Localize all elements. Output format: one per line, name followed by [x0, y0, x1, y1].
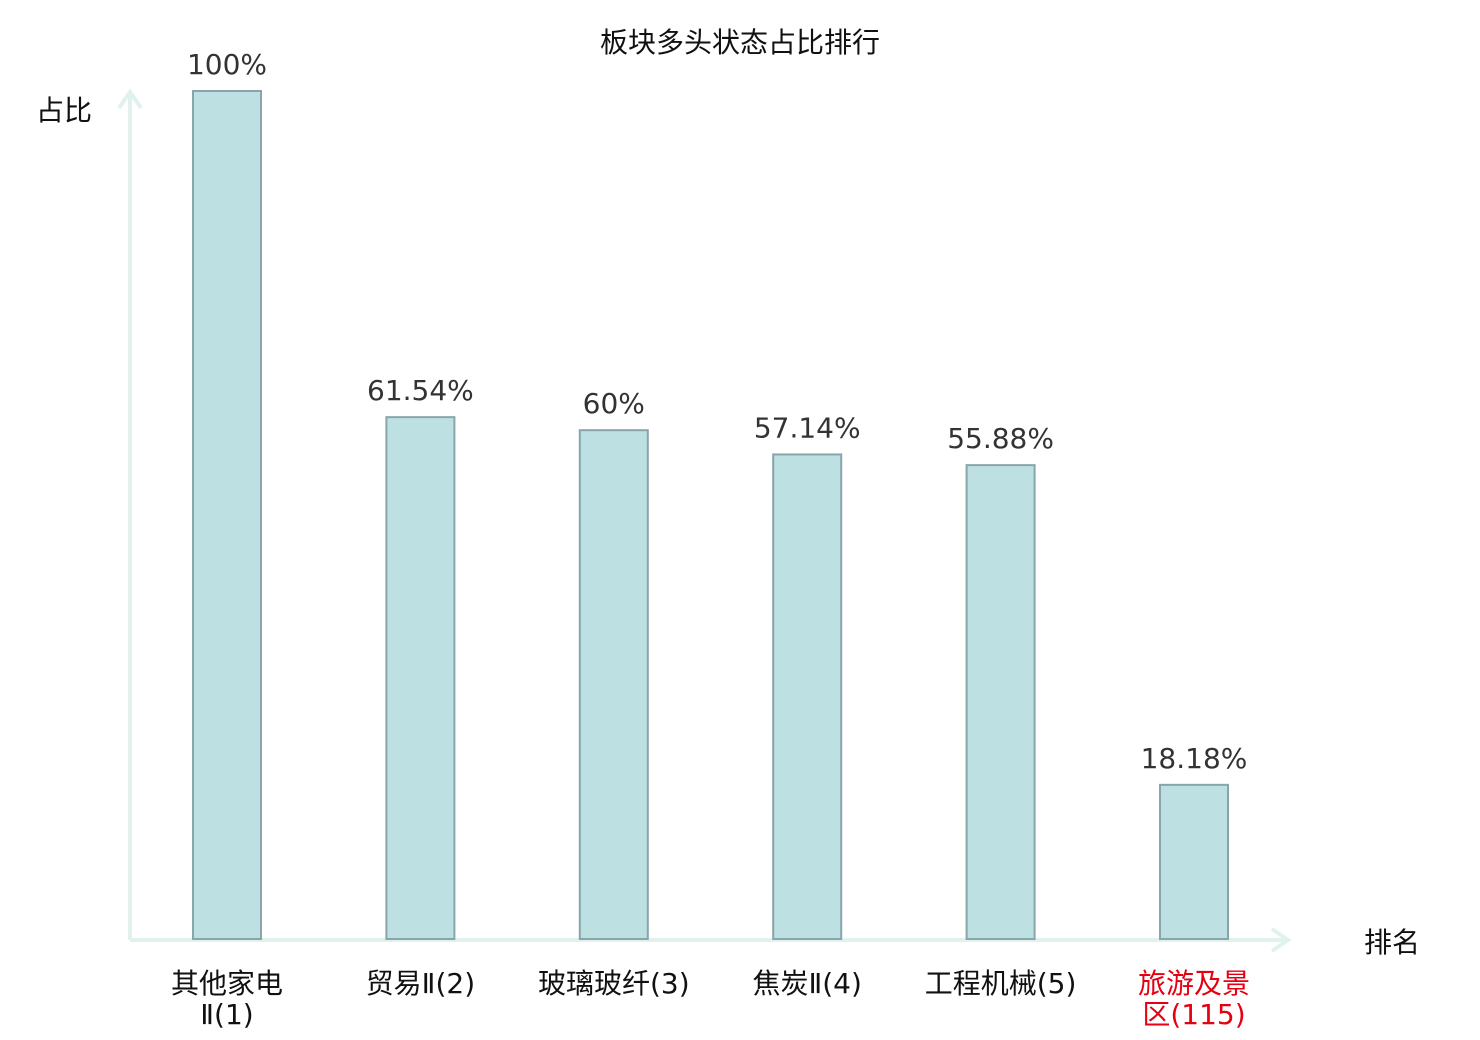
bar-3 [578, 429, 649, 940]
category-label-line: 区(115) [1142, 998, 1245, 1031]
category-label-line: 玻璃玻纤(3) [538, 967, 690, 1000]
x-axis-title: 排名 [1364, 926, 1420, 959]
category-label-4: 焦炭Ⅱ(4) [752, 967, 861, 1000]
y-axis-title: 占比 [36, 94, 92, 127]
value-label-4: 57.14% [754, 411, 861, 444]
category-label-line: 工程机械(5) [925, 967, 1077, 1000]
bar-5 [965, 464, 1036, 940]
category-labels-group: 其他家电 Ⅱ(1) 贸易Ⅱ(2) 玻璃玻纤(3) 焦炭Ⅱ(4) 工程机械(5) 旅游及景区(… [171, 967, 1250, 1031]
category-label-2: 贸易Ⅱ(2) [366, 967, 475, 1000]
category-label-line: 其他家电 [171, 967, 283, 1000]
category-label-3: 玻璃玻纤(3) [538, 967, 690, 1000]
category-label-line: 贸易Ⅱ(2) [366, 967, 475, 1000]
value-labels-group: 100% 61.54% 60% 57.14% 55.88% 18.18% [187, 48, 1247, 775]
value-label-1: 100% [187, 48, 267, 81]
bar-6 [1159, 783, 1229, 941]
x-axis-arrow-icon [1270, 927, 1292, 953]
category-label-line: 焦炭Ⅱ(4) [752, 967, 861, 1000]
chart-title: 板块多头状态占比排行 [600, 26, 880, 59]
category-label-line: Ⅱ(1) [200, 998, 253, 1031]
value-label-3: 60% [583, 387, 645, 420]
category-label-1: 其他家电 Ⅱ(1) [171, 967, 283, 1031]
value-label-5: 55.88% [947, 422, 1054, 455]
category-label-6: 旅游及景区(115) [1138, 967, 1250, 1031]
value-label-2: 61.54% [367, 374, 474, 407]
value-label-6: 18.18% [1141, 742, 1248, 775]
category-label-line: 旅游及景 [1138, 967, 1250, 1000]
axes [117, 88, 1292, 953]
y-axis-arrow-icon [117, 88, 143, 110]
bar-1 [192, 90, 262, 940]
bars-group [192, 90, 1229, 941]
category-label-5: 工程机械(5) [925, 967, 1077, 1000]
bar-4 [772, 453, 843, 940]
bar-2 [385, 416, 456, 940]
